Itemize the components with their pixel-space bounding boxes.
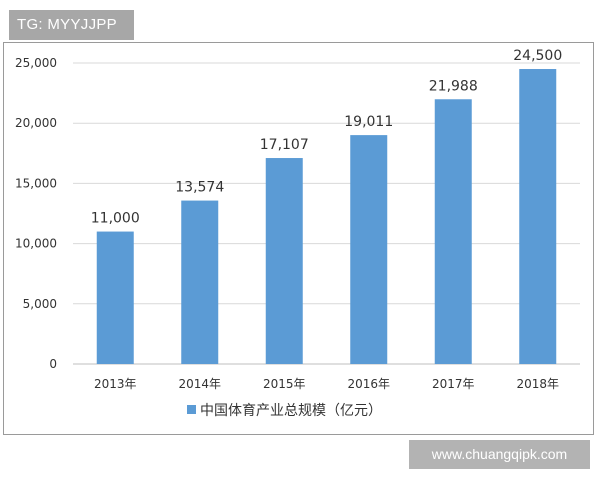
y-tick-label: 15,000 xyxy=(15,176,57,190)
x-tick-label: 2018年 xyxy=(516,377,559,391)
watermark: www.chuangqipk.com xyxy=(409,440,590,469)
bar xyxy=(265,158,303,364)
y-tick-label: 25,000 xyxy=(15,56,57,70)
tg-badge: TG: MYYJJPP xyxy=(9,10,134,40)
data-labels: 11,000 13,574 17,107 19,011 21,988 24,500 xyxy=(91,48,563,227)
bar xyxy=(519,69,557,365)
legend-swatch xyxy=(187,405,196,414)
y-tick-label: 0 xyxy=(49,357,57,371)
x-tick-label: 2013年 xyxy=(94,377,137,391)
y-tick-label: 20,000 xyxy=(15,116,57,130)
data-label: 21,988 xyxy=(429,78,478,94)
bar xyxy=(350,135,388,364)
x-tick-label: 2014年 xyxy=(178,377,221,391)
gridlines xyxy=(73,62,580,365)
data-label: 11,000 xyxy=(91,211,140,227)
data-label: 19,011 xyxy=(344,114,393,130)
y-tick-label: 10,000 xyxy=(15,237,57,251)
data-label: 13,574 xyxy=(175,180,224,196)
data-label: 17,107 xyxy=(260,137,309,153)
bar xyxy=(434,99,472,365)
legend: 中国体育产业总规模（亿元） xyxy=(187,403,382,419)
y-axis-ticks: 0 5,000 10,000 15,000 20,000 25,000 xyxy=(15,56,57,371)
x-tick-label: 2017年 xyxy=(432,377,475,391)
data-label: 24,500 xyxy=(513,48,562,64)
legend-label: 中国体育产业总规模（亿元） xyxy=(200,403,382,419)
y-tick-label: 5,000 xyxy=(23,297,57,311)
x-tick-label: 2015年 xyxy=(263,377,306,391)
bars xyxy=(96,69,557,365)
bar xyxy=(181,200,219,364)
bar xyxy=(96,231,134,364)
x-axis-ticks: 2013年 2014年 2015年 2016年 2017年 2018年 xyxy=(94,377,559,391)
x-tick-label: 2016年 xyxy=(347,377,390,391)
